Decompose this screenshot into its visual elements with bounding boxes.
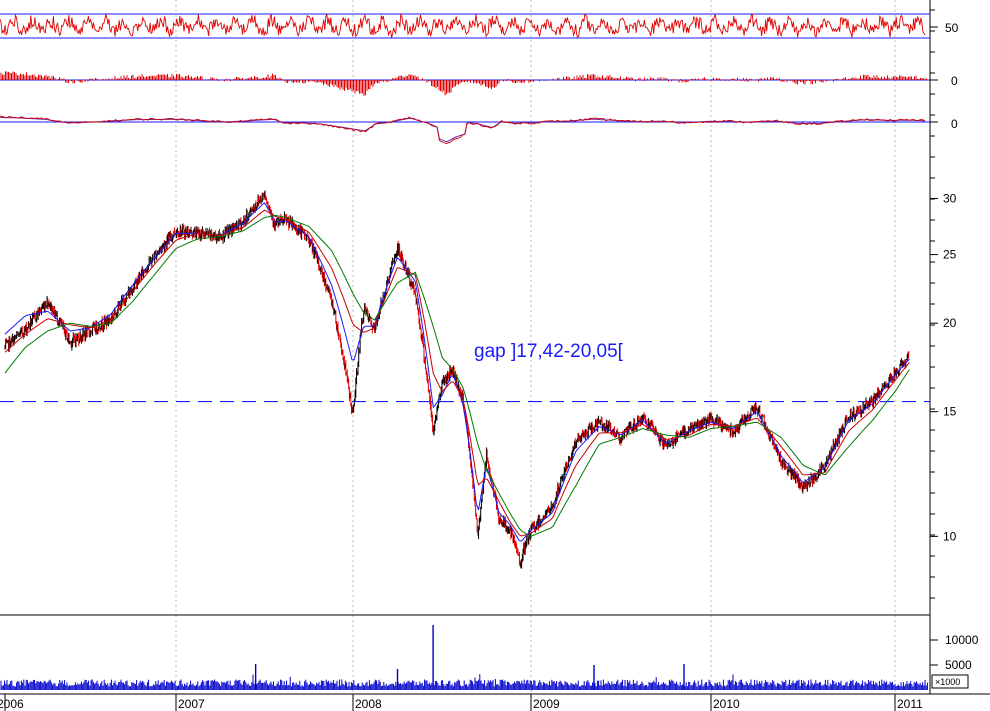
x-tick-label: 2006 (0, 697, 24, 711)
x-tick-label: 2010 (713, 697, 740, 711)
indicator-2-panel (0, 71, 938, 96)
moving-average-fast (4, 202, 910, 542)
indicator-2-tick-label: 0 (951, 74, 958, 88)
x-tick-label: 2009 (533, 697, 560, 711)
indicator-1-panel (0, 12, 938, 39)
moving-average-slow (4, 214, 910, 537)
price-panel: 10 15 20 25 30 (0, 190, 957, 569)
indicator-3-tick-label: 0 (951, 117, 958, 131)
volume-unit-label: ×1000 (935, 677, 960, 687)
volume-tick-label: 10000 (945, 633, 979, 647)
price-tick-label: 20 (943, 316, 957, 330)
x-axis: 2006 2007 2008 2009 2010 2011 (0, 694, 923, 711)
x-tick-label: 2008 (355, 697, 382, 711)
volume-unit-box: ×1000 (931, 674, 969, 689)
indicator-3-line (0, 115, 926, 145)
panel-frame (0, 0, 990, 695)
price-tick-label: 15 (943, 405, 957, 419)
x-tick-label: 2011 (897, 697, 923, 711)
indicator-1-series (0, 12, 926, 38)
volume-panel: 5000 10000 (0, 625, 979, 690)
indicator-1-tick-label: 50 (945, 21, 959, 35)
moving-average-mid (4, 209, 910, 537)
price-tick-label: 10 (943, 529, 957, 543)
gap-annotation: gap ]17,42-20,05[ (474, 341, 624, 362)
vertical-grid (175, 0, 896, 694)
x-tick-label: 2007 (178, 697, 205, 711)
indicator-3-panel (0, 115, 938, 145)
price-tick-label: 25 (943, 248, 957, 262)
volume-tick-label: 5000 (945, 658, 972, 672)
price-tick-label: 30 (943, 191, 957, 205)
